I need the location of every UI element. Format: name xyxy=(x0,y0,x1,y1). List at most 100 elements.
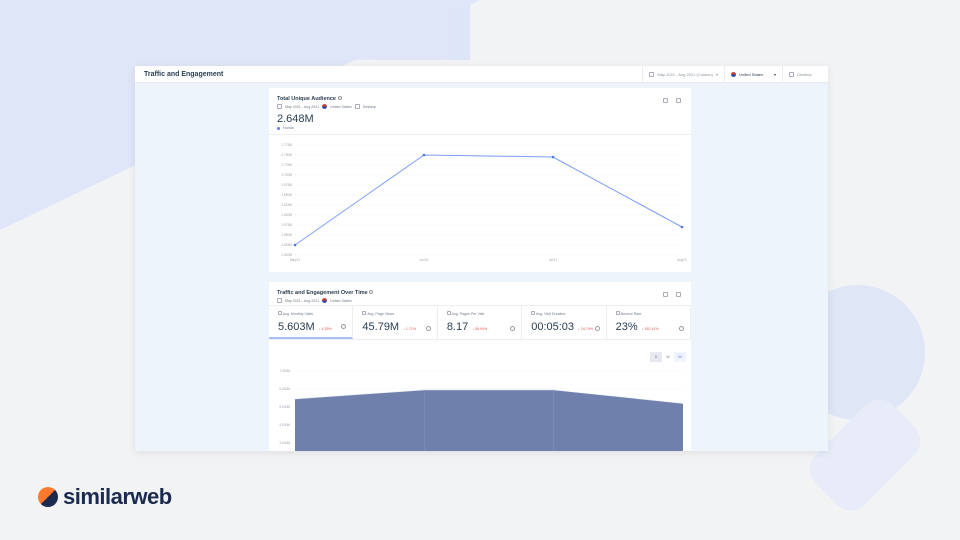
y-tick-label: 2.625M xyxy=(281,203,292,207)
kpi-value: 45.79M xyxy=(362,321,400,333)
kpi-label: Avg. Page Views xyxy=(362,311,436,316)
desktop-icon xyxy=(789,71,794,77)
y-tick-label: 4.000M xyxy=(279,423,290,427)
kpi-icon xyxy=(278,311,282,315)
data-point xyxy=(551,155,555,159)
app-window: Traffic and Engagement May 2021 - Aug 20… xyxy=(135,66,828,451)
us-flag-icon xyxy=(322,298,328,303)
data-point xyxy=(422,153,426,157)
us-flag-icon xyxy=(322,104,328,109)
kpi-tile[interactable]: Avg. Page Views 45.79M ↓ 1.71% xyxy=(353,306,438,339)
device: Desktop xyxy=(362,104,376,109)
kpi-tile[interactable]: Avg. Pages Per Visit 8.17 ↓ 39.94% xyxy=(438,306,523,339)
legend: Honda xyxy=(277,126,683,130)
traffic-engagement-card: Traffic and Engagement Over Time May 202… xyxy=(269,282,692,451)
audience-value: 2.648M xyxy=(277,113,314,125)
x-tick-label: Jun'21 xyxy=(419,258,429,262)
y-tick-label: 2.775M xyxy=(281,143,292,147)
y-tick-label: 6.000M xyxy=(279,387,290,391)
excel-export-icon[interactable] xyxy=(663,292,668,297)
info-icon[interactable] xyxy=(679,326,685,331)
country-filter[interactable]: United States ▾ xyxy=(724,66,782,83)
granularity-D[interactable]: D xyxy=(650,352,662,362)
kpi-value-row: 8.17 ↓ 39.94% xyxy=(447,321,521,333)
kpi-tile[interactable]: Avg. Monthly Visits 5.603M ↓ 4.35% xyxy=(269,306,354,339)
card-meta: May 2021 - Aug 2021 United States xyxy=(277,298,683,303)
info-icon[interactable] xyxy=(337,96,342,100)
y-tick-label: 3.000M xyxy=(279,441,290,445)
y-tick-label: 2.550M xyxy=(281,233,292,237)
info-icon[interactable] xyxy=(369,290,374,294)
kpi-tile[interactable]: Bounce Rate 23% ↑ 182.41% xyxy=(607,306,692,339)
kpi-value: 5.603M xyxy=(278,321,315,333)
data-point xyxy=(680,225,684,229)
y-tick-label: 2.500M xyxy=(281,253,292,257)
calendar-icon xyxy=(277,298,282,303)
y-tick-label: 2.600M xyxy=(281,213,292,217)
page-title: Traffic and Engagement xyxy=(144,70,224,78)
kpi-icon xyxy=(362,311,367,315)
calendar-icon xyxy=(277,104,282,109)
x-tick-label: Aug'21 xyxy=(677,258,687,262)
kpi-change: ↓ 4.35% xyxy=(318,327,332,331)
date-filter-label: May 2021 - Aug 2021 (Custom) xyxy=(657,71,713,77)
info-icon[interactable] xyxy=(594,326,600,331)
series-line xyxy=(294,389,684,404)
country: United States xyxy=(330,298,352,303)
excel-export-icon[interactable] xyxy=(663,98,668,103)
y-tick-label: 2.700M xyxy=(281,173,292,177)
legend-label: Honda xyxy=(283,126,294,130)
granularity-M[interactable]: M xyxy=(674,352,686,362)
y-tick-label: 2.525M xyxy=(281,243,292,247)
kpi-change: ↓ 1.71% xyxy=(403,327,417,331)
x-tick-label: Jul'21 xyxy=(549,258,557,262)
y-tick-label: 5.000M xyxy=(279,405,290,409)
country: United States xyxy=(330,104,352,109)
download-icon[interactable] xyxy=(676,98,681,103)
info-icon[interactable] xyxy=(510,326,516,331)
legend-dot xyxy=(277,126,280,130)
granularity-W[interactable]: W xyxy=(666,355,670,359)
logo-text: similarweb xyxy=(63,484,172,509)
total-unique-audience-card: Total Unique Audience May 2021 - Aug 202… xyxy=(269,88,691,272)
area-fill xyxy=(295,389,683,451)
similarweb-logo: similarweb xyxy=(38,484,172,510)
kpi-icon xyxy=(531,311,536,315)
kpi-value: 8.17 xyxy=(446,321,469,333)
kpi-change: ↓ 24.74% xyxy=(578,327,594,331)
card-meta: May 2021 - Aug 2021 United States Desktop xyxy=(277,104,683,109)
kpi-value-row: 5.603M ↓ 4.35% xyxy=(278,321,352,333)
device-label: Desktop xyxy=(797,71,812,77)
header: Traffic and Engagement May 2021 - Aug 20… xyxy=(135,66,828,83)
x-tick-label: May'21 xyxy=(290,258,300,262)
date-filter[interactable]: May 2021 - Aug 2021 (Custom) ▾ xyxy=(642,66,724,83)
country-label: United States xyxy=(739,71,764,77)
chevron-down-icon: ▾ xyxy=(773,71,776,77)
kpi-label: Bounce Rate xyxy=(615,311,690,316)
kpi-change: ↓ 39.94% xyxy=(472,327,488,331)
data-point xyxy=(293,243,297,247)
y-tick-label: 2.675M xyxy=(281,183,292,187)
y-tick-label: 2.575M xyxy=(281,223,292,227)
visits-area-chart: 7.000M 6.000M 5.000M 4.000M 3.000M xyxy=(279,369,684,451)
y-tick-label: 2.650M xyxy=(281,193,292,197)
kpi-value-row: 23% ↑ 182.41% xyxy=(616,321,690,333)
kpi-icon xyxy=(446,311,451,315)
info-icon[interactable] xyxy=(425,326,431,331)
kpi-icon xyxy=(615,311,620,315)
card-title: Traffic and Engagement Over Time xyxy=(277,290,683,296)
y-tick-label: 2.725M xyxy=(281,163,292,167)
kpi-value: 23% xyxy=(615,321,638,333)
device-filter[interactable]: Desktop xyxy=(782,66,828,83)
info-icon[interactable] xyxy=(341,324,347,329)
kpi-tile[interactable]: Avg. Visit Duration 00:05:03 ↓ 24.74% xyxy=(522,306,607,339)
kpi-row: Avg. Monthly Visits 5.603M ↓ 4.35% Avg. Pa… xyxy=(269,305,692,340)
kpi-change: ↑ 182.41% xyxy=(641,327,659,331)
desktop-icon xyxy=(354,104,360,109)
download-icon[interactable] xyxy=(676,292,681,297)
date-range: May 2021 - Aug 2021 xyxy=(285,104,320,109)
kpi-value-row: 00:05:03 ↓ 24.74% xyxy=(531,321,605,333)
kpi-value-row: 45.79M ↓ 1.71% xyxy=(362,321,436,333)
kpi-value: 00:05:03 xyxy=(531,321,575,333)
